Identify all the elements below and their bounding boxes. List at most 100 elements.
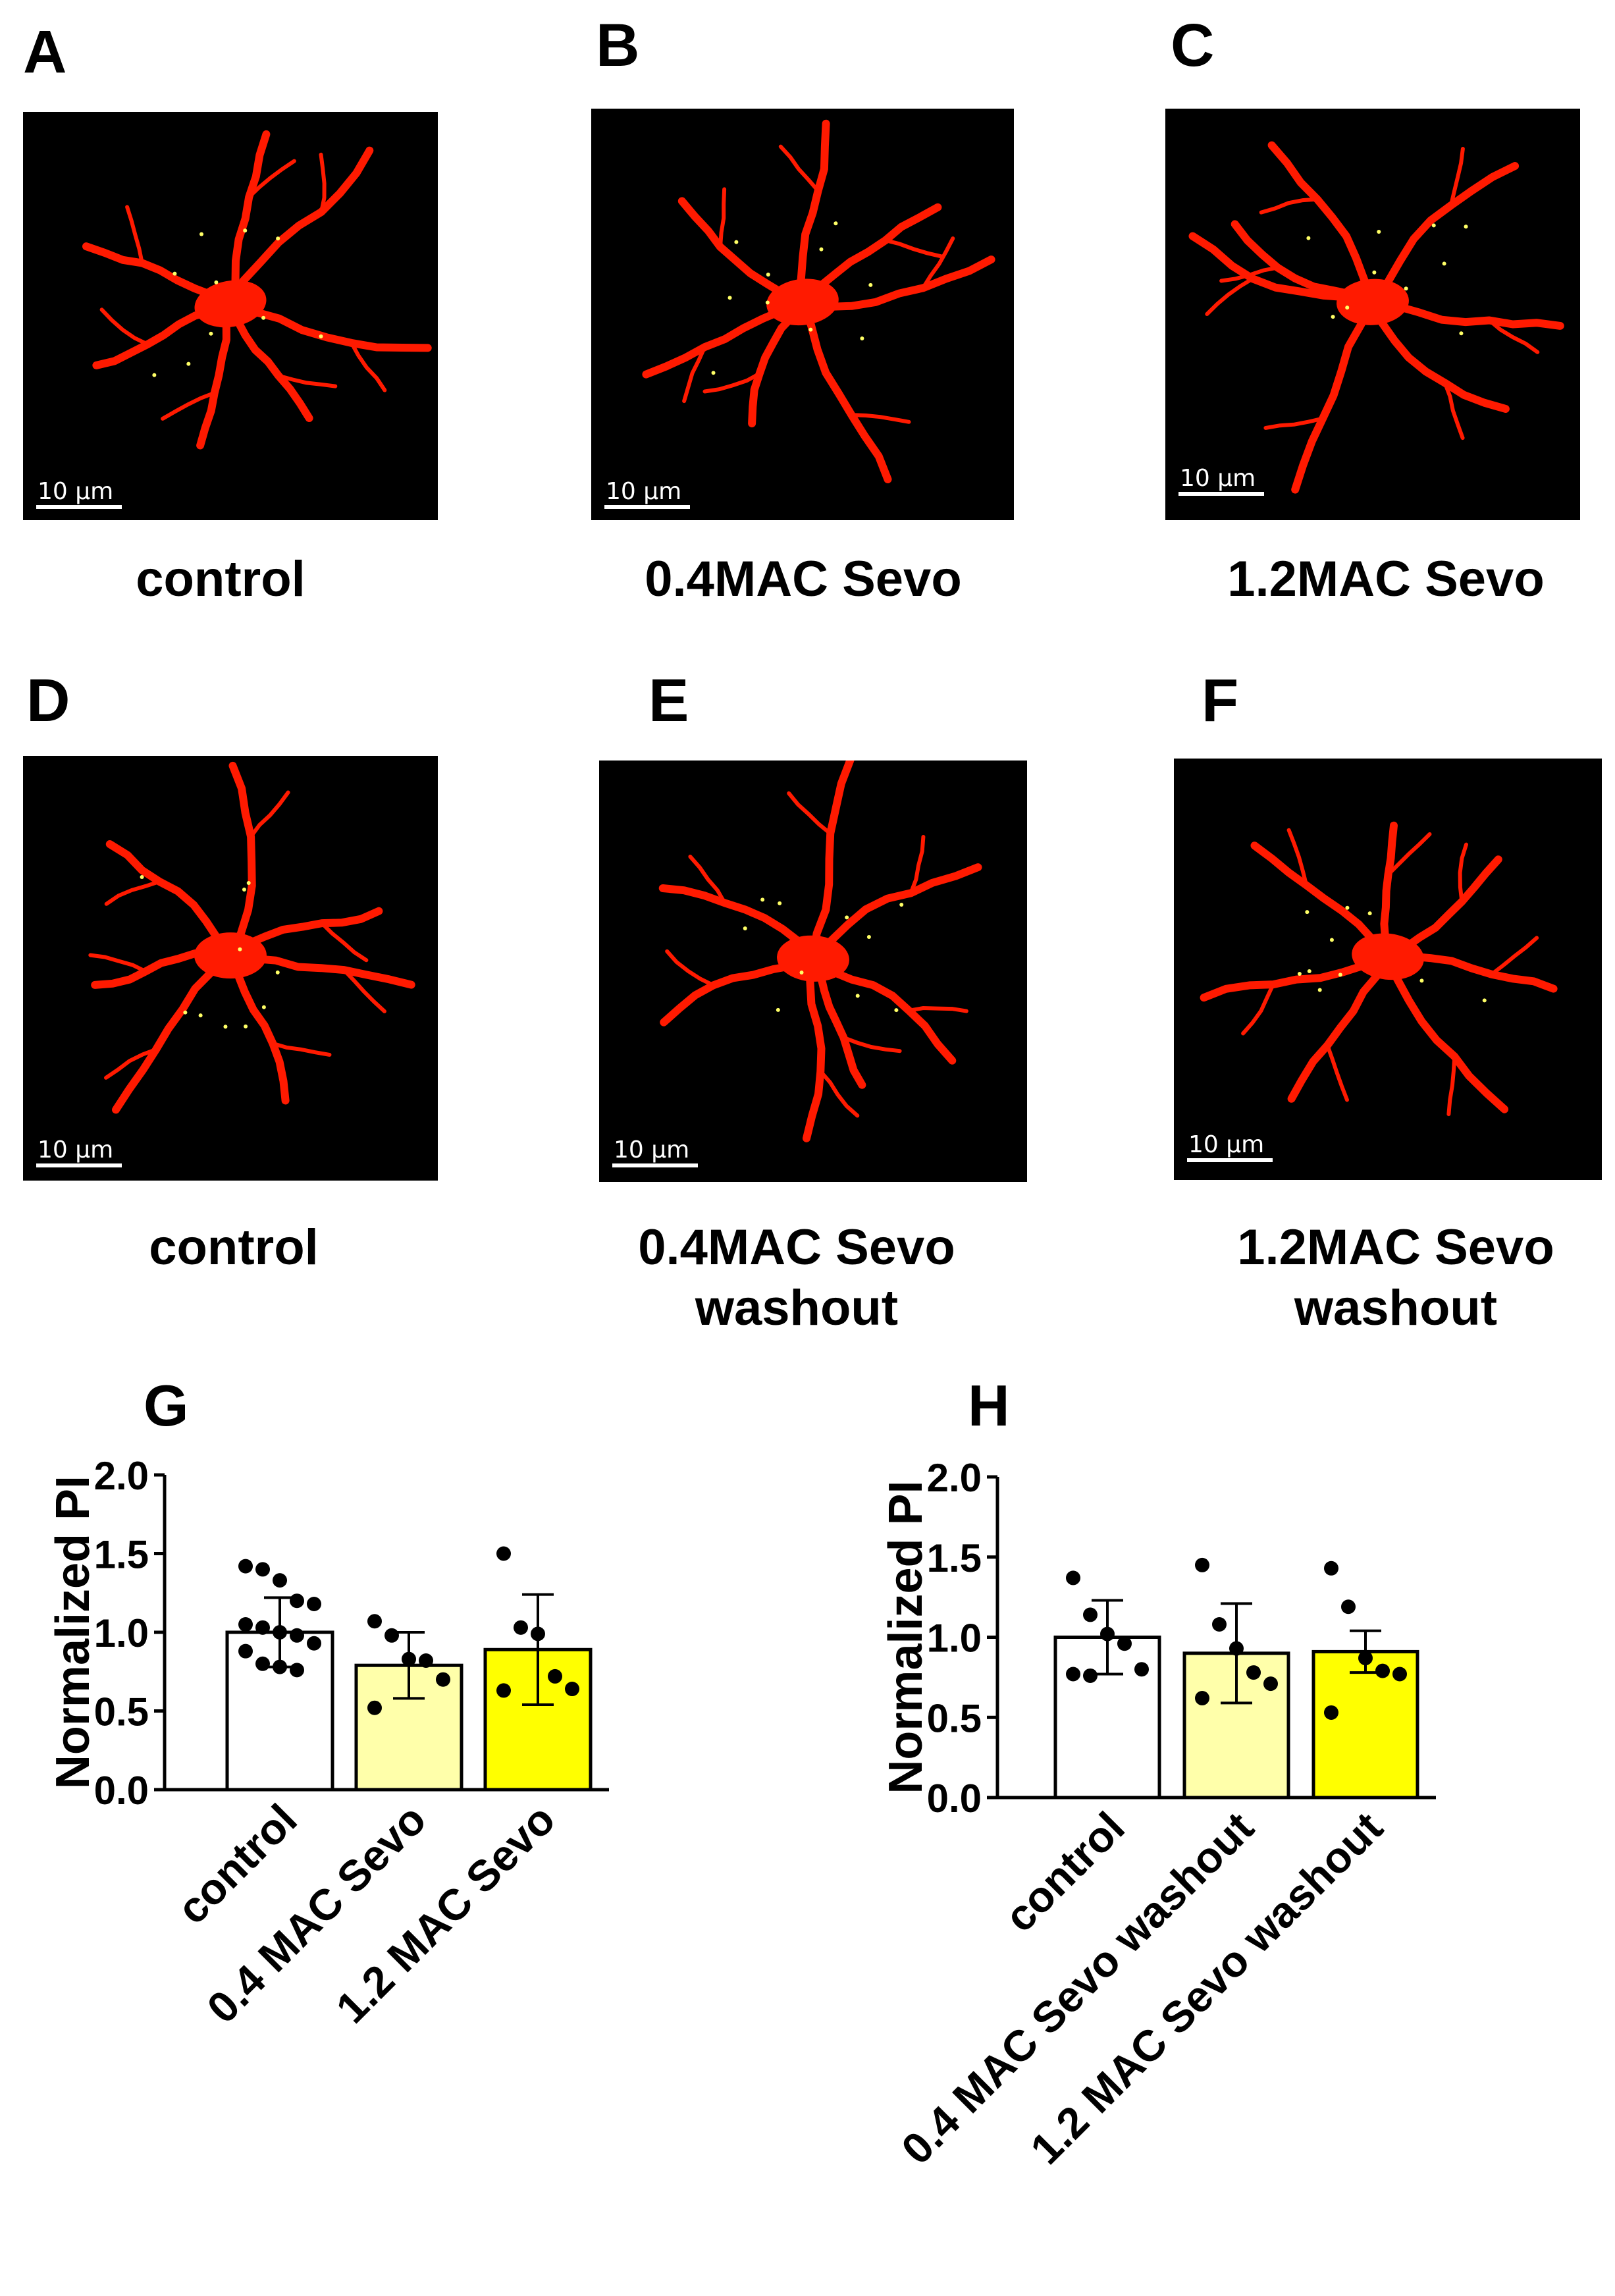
astrocyte-cell (1188, 141, 1564, 494)
panel-label: control (149, 1219, 319, 1275)
y-axis-label: Normalized PI (880, 1480, 932, 1794)
data-point (1246, 1665, 1261, 1680)
y-tick-label: 1.5 (927, 1536, 982, 1580)
panel-letter: E (649, 667, 689, 734)
astrocyte-cell (1200, 821, 1558, 1117)
micrograph-image: 10 µm (1174, 759, 1602, 1180)
panel-letter: F (1202, 667, 1238, 734)
astrocyte-cell (82, 130, 432, 450)
data-point (496, 1683, 511, 1698)
data-point (307, 1636, 321, 1651)
micrograph-image: 10 µm (599, 761, 1027, 1182)
data-point (1341, 1599, 1356, 1615)
astrocyte-cell (642, 119, 995, 483)
data-point (273, 1573, 287, 1588)
data-point (548, 1669, 562, 1684)
y-tick-label: 2.0 (927, 1456, 982, 1500)
y-tick-label: 0.0 (927, 1776, 982, 1821)
y-tick-label: 0.0 (94, 1769, 149, 1813)
panel-label: 1.2MAC Sevo (1237, 1219, 1554, 1275)
data-point (290, 1663, 304, 1678)
panel-label: 0.4MAC Sevo (638, 1219, 955, 1275)
data-point (1229, 1641, 1244, 1656)
y-tick-label: 1.5 (94, 1533, 149, 1577)
panel-letter: A (23, 18, 66, 86)
data-point (1195, 1557, 1209, 1572)
panel-b: B 10 µm 0.4MAC Sevo (591, 12, 1014, 607)
x-category-label: 1.2 MAC Sevo (327, 1795, 564, 2033)
panel-d: D 10 µm control (23, 667, 438, 1275)
data-point (255, 1620, 270, 1635)
data-point (531, 1626, 545, 1642)
data-point (307, 1596, 321, 1611)
panel-label: control (136, 551, 305, 607)
y-tick-label: 1.0 (927, 1616, 982, 1661)
data-point (1100, 1626, 1115, 1642)
micrograph-image: 10 µm (23, 112, 438, 520)
data-point (1117, 1636, 1132, 1651)
data-point (255, 1656, 270, 1671)
data-point (238, 1559, 253, 1574)
micrograph-panels: A 10 µm control B 10 µm 0.4MAC Sevo C 10 µm 1.2M… (23, 12, 1602, 1336)
scale-bar-label: 10 µm (38, 478, 113, 505)
data-point (436, 1672, 450, 1687)
panel-label: 1.2MAC Sevo (1227, 551, 1545, 607)
data-point (1263, 1676, 1278, 1692)
data-point (238, 1617, 253, 1632)
data-point (1375, 1663, 1390, 1678)
data-point (565, 1682, 579, 1697)
data-point (1212, 1617, 1227, 1632)
data-point (367, 1700, 382, 1715)
data-point (273, 1659, 287, 1674)
y-axis-label: Normalized PI (47, 1476, 99, 1789)
data-point (290, 1593, 304, 1609)
astrocyte-cell (88, 761, 415, 1114)
data-point (1083, 1607, 1098, 1622)
micrograph-image: 10 µm (23, 756, 438, 1181)
data-point (1324, 1705, 1338, 1720)
data-point (496, 1546, 511, 1561)
panel-label: washout (695, 1280, 898, 1336)
panel-letter: B (596, 12, 639, 79)
data-point (384, 1628, 399, 1643)
panel-label: 0.4MAC Sevo (645, 551, 962, 607)
data-point (1083, 1668, 1098, 1683)
y-tick-label: 1.0 (94, 1611, 149, 1655)
data-point (419, 1653, 433, 1669)
data-point (514, 1620, 528, 1635)
astrocyte-cell (658, 761, 982, 1142)
data-point (255, 1562, 270, 1577)
data-point (1066, 1667, 1080, 1682)
scale-bar-label: 10 µm (38, 1136, 113, 1163)
y-tick-label: 2.0 (94, 1454, 149, 1498)
data-point (402, 1651, 416, 1667)
data-point (1134, 1662, 1149, 1677)
data-point (1195, 1691, 1209, 1706)
data-point (1358, 1651, 1373, 1666)
data-point (238, 1643, 253, 1659)
panel-a: A 10 µm control (23, 18, 438, 607)
chart-panel-letter: H (968, 1373, 1010, 1438)
micrograph-image: 10 µm (591, 109, 1014, 520)
data-point (1392, 1667, 1407, 1682)
panel-letter: C (1171, 12, 1214, 79)
scale-bar-label: 10 µm (606, 478, 681, 505)
micrograph-image: 10 µm (1165, 109, 1580, 520)
panel-label: washout (1294, 1280, 1497, 1336)
data-point (1324, 1561, 1338, 1576)
data-point (367, 1614, 382, 1629)
data-point (290, 1628, 304, 1643)
y-tick-label: 0.5 (927, 1696, 982, 1740)
panel-c: C 10 µm 1.2MAC Sevo (1165, 12, 1580, 607)
y-tick-label: 0.5 (94, 1690, 149, 1734)
scale-bar-label: 10 µm (1188, 1131, 1264, 1158)
x-category-label: 0.4 MAC Sevo (198, 1795, 435, 2033)
data-point (1066, 1570, 1080, 1586)
chart-panel-letter: G (144, 1373, 188, 1438)
data-point (273, 1625, 287, 1640)
